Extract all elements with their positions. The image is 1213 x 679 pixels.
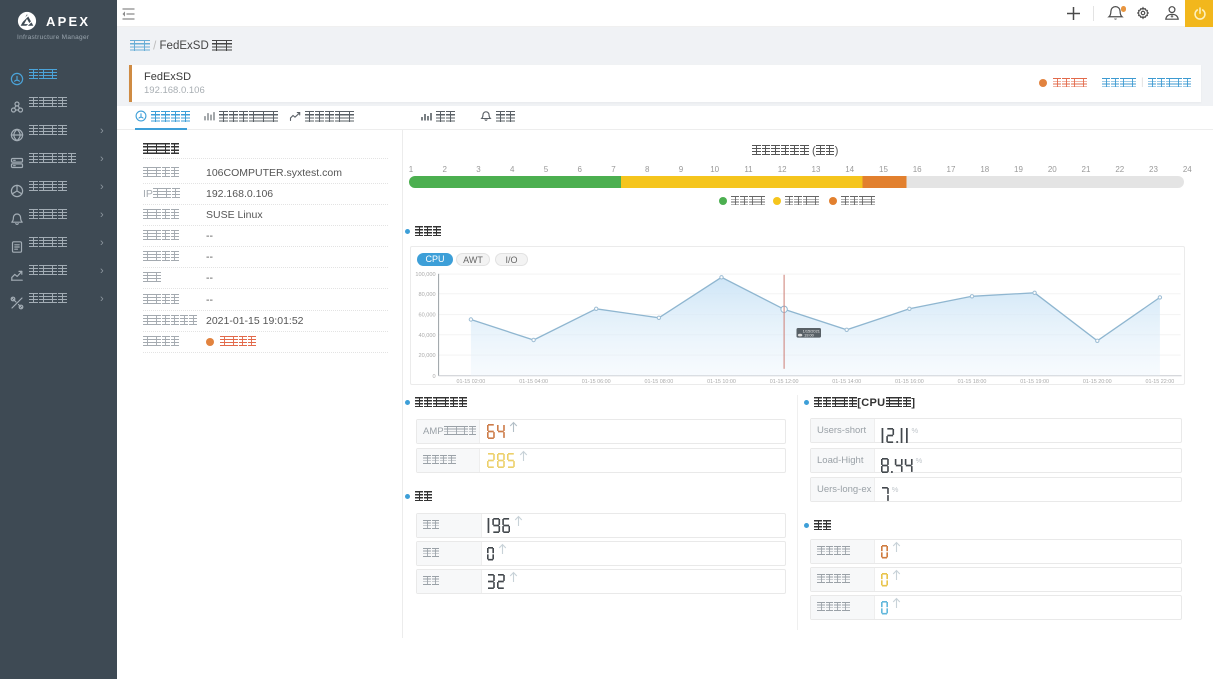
svg-text:01-15 20:00: 01-15 20:00 bbox=[1083, 379, 1112, 385]
svg-text:01-15 19:00: 01-15 19:00 bbox=[1020, 379, 1049, 385]
svg-text:40,000: 40,000 bbox=[418, 333, 435, 339]
svg-text:1/15/2021: 1/15/2021 bbox=[803, 328, 820, 333]
svg-text:01-15 06:00: 01-15 06:00 bbox=[582, 379, 611, 385]
svg-text:01-15 14:00: 01-15 14:00 bbox=[832, 379, 861, 385]
svg-text:01-15 16:00: 01-15 16:00 bbox=[895, 379, 924, 385]
svg-text:01-15 22:00: 01-15 22:00 bbox=[1146, 379, 1175, 385]
svg-text:01-15 10:00: 01-15 10:00 bbox=[707, 379, 736, 385]
svg-text:100,000: 100,000 bbox=[415, 272, 435, 278]
svg-text:01-15 04:00: 01-15 04:00 bbox=[519, 379, 548, 385]
svg-text:01-15 18:00: 01-15 18:00 bbox=[958, 379, 987, 385]
svg-text:01-15 02:00: 01-15 02:00 bbox=[457, 379, 486, 385]
svg-text:01-15 08:00: 01-15 08:00 bbox=[645, 379, 674, 385]
svg-text:01-15 12:00: 01-15 12:00 bbox=[770, 379, 799, 385]
svg-text:80,000: 80,000 bbox=[418, 292, 435, 298]
svg-text:20,000: 20,000 bbox=[418, 353, 435, 359]
svg-text:19:00: 19:00 bbox=[804, 333, 815, 338]
svg-text:60,000: 60,000 bbox=[418, 313, 435, 319]
svg-text:0: 0 bbox=[432, 374, 435, 380]
